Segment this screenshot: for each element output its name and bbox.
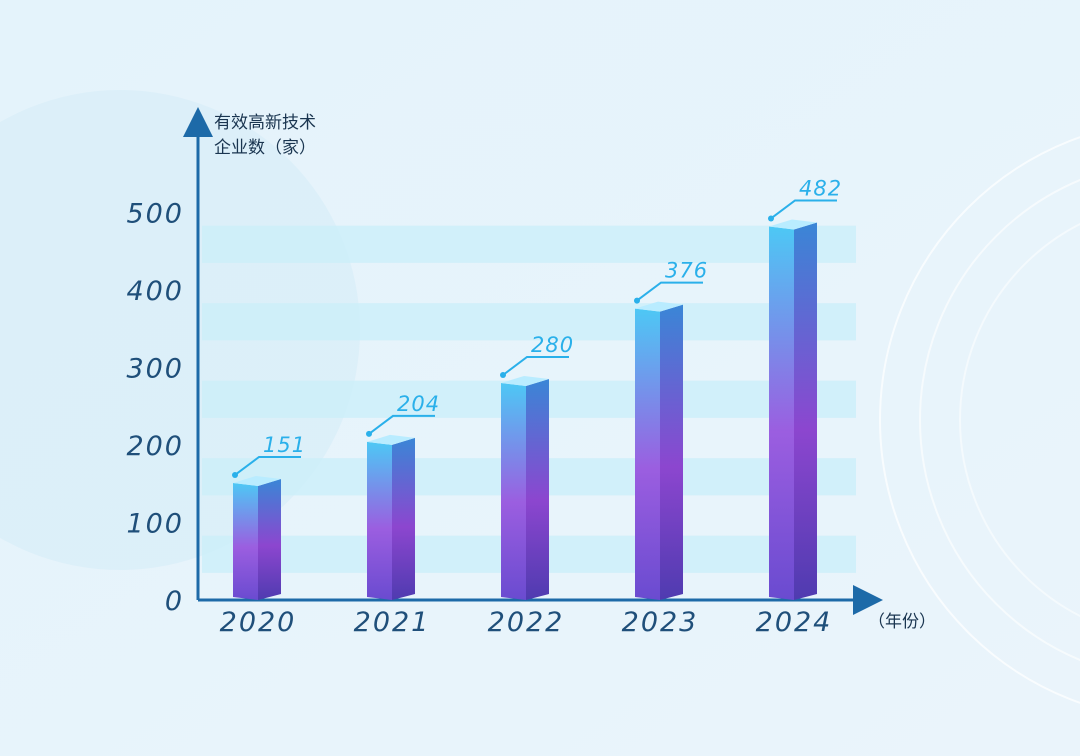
leader-line xyxy=(502,356,569,376)
bar-side xyxy=(794,222,817,600)
y-tick-label: 200 xyxy=(126,431,184,462)
value-label: 376 xyxy=(665,259,708,283)
y-axis-label: 有效高新技术 xyxy=(214,113,316,133)
decor-ring xyxy=(959,222,1080,618)
y-tick-label: 300 xyxy=(126,354,184,385)
bar-front xyxy=(769,226,794,600)
bar-top xyxy=(233,475,281,486)
bar-front xyxy=(501,383,526,600)
bar-side xyxy=(660,304,683,600)
y-tick-label: 0 xyxy=(165,586,184,617)
x-tick-label: 2020 xyxy=(220,607,297,638)
grid-band xyxy=(202,303,856,341)
x-tick-label: 2022 xyxy=(488,607,565,638)
grid-band xyxy=(202,225,856,263)
decor-circle xyxy=(0,90,360,570)
bar-top xyxy=(769,219,817,230)
leader-line xyxy=(368,414,435,435)
value-label: 204 xyxy=(397,392,440,416)
bar-top xyxy=(635,301,683,312)
decor-ring xyxy=(879,136,1080,704)
bar xyxy=(769,219,817,600)
x-tick-label: 2024 xyxy=(756,607,833,638)
y-tick-label: 500 xyxy=(126,199,184,230)
x-tick-label: 2021 xyxy=(354,607,431,638)
bar-side xyxy=(392,437,415,600)
value-label: 482 xyxy=(799,176,842,200)
y-tick-label: 100 xyxy=(126,509,184,540)
decor-ring xyxy=(919,179,1080,661)
bar-side xyxy=(258,478,281,600)
bar-front xyxy=(367,441,392,600)
bar xyxy=(233,475,281,600)
leader-line xyxy=(636,281,703,302)
leader-line xyxy=(234,455,301,476)
bar-front xyxy=(233,482,258,600)
x-axis-label: （年份） xyxy=(868,612,936,632)
bar xyxy=(501,376,549,600)
leader-line xyxy=(770,199,837,220)
y-tick-label: 400 xyxy=(126,276,184,307)
bar-top xyxy=(367,434,415,445)
bar-front xyxy=(635,308,660,600)
x-tick-label: 2023 xyxy=(622,607,699,638)
y-axis-label: 企业数（家） xyxy=(214,138,316,158)
bar-side xyxy=(526,379,549,600)
bar xyxy=(367,434,415,600)
value-label: 151 xyxy=(263,433,306,457)
value-label: 280 xyxy=(531,333,574,357)
bar-top xyxy=(501,376,549,386)
bar xyxy=(635,301,683,600)
